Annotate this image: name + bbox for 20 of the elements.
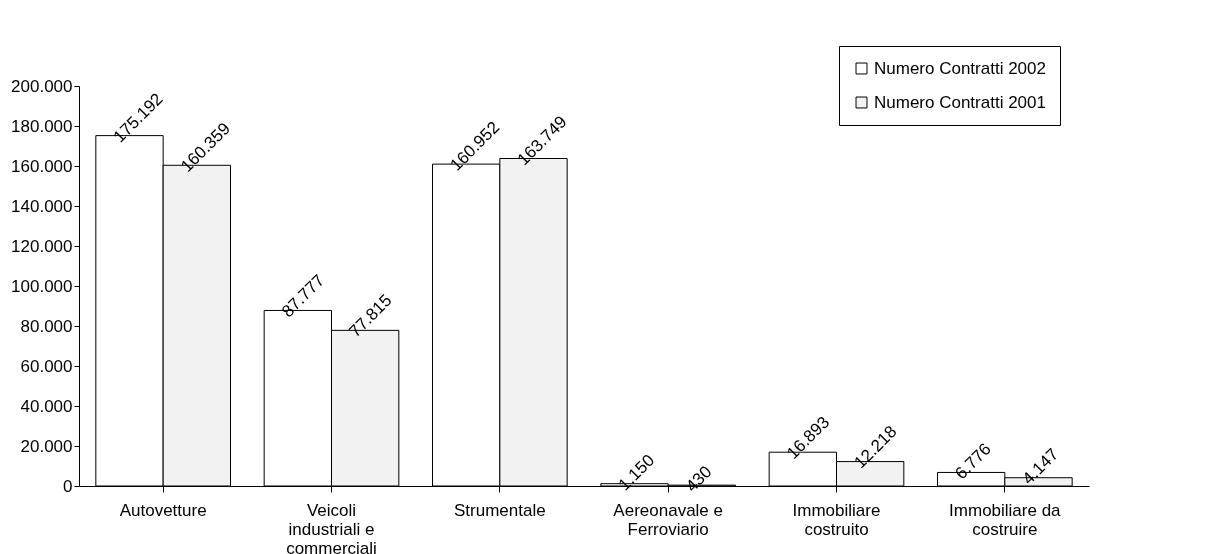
x-tick-label: Immobiliare da costruire bbox=[949, 500, 1062, 539]
y-tick-label: 140.000 bbox=[11, 196, 73, 216]
y-tick-label: 60.000 bbox=[20, 356, 73, 376]
x-tick-label: Strumentale bbox=[454, 500, 546, 520]
data-label: 430 bbox=[682, 462, 716, 496]
y-tick-label: 160.000 bbox=[11, 156, 73, 176]
y-tick-label: 180.000 bbox=[11, 116, 73, 136]
y-tick-label: 120.000 bbox=[11, 236, 73, 256]
x-tick-label: Immobiliare costruito bbox=[792, 500, 881, 539]
y-tick-label: 80.000 bbox=[20, 316, 73, 336]
x-tick-label: Aereonavale e Ferroviario bbox=[613, 500, 723, 539]
x-tick-label: Autovetture bbox=[119, 500, 207, 520]
legend-label: Numero Contratti 2002 bbox=[874, 58, 1046, 78]
y-tick-label: 0 bbox=[63, 476, 73, 496]
legend-label: Numero Contratti 2001 bbox=[874, 92, 1046, 112]
y-tick-label: 100.000 bbox=[11, 276, 73, 296]
y-tick-label: 40.000 bbox=[20, 396, 73, 416]
y-tick-label: 20.000 bbox=[20, 436, 73, 456]
y-tick-label: 200.000 bbox=[11, 76, 73, 96]
x-tick-label: Veicoli industriali e commerciali bbox=[286, 500, 377, 554]
